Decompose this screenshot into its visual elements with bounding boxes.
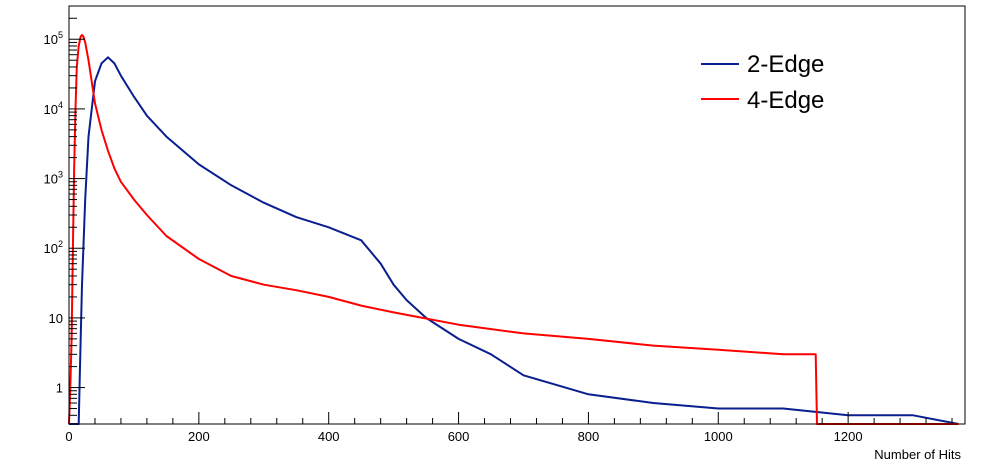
x-tick-label: 600 xyxy=(448,429,470,444)
y-tick-label: 105 xyxy=(44,30,63,47)
x-tick-label: 1000 xyxy=(704,429,733,444)
y-tick-label: 104 xyxy=(44,100,63,117)
series-line-4-edge xyxy=(68,34,959,425)
legend: 2-Edge 4-Edge xyxy=(701,51,824,114)
series-line-2-edge xyxy=(69,56,959,425)
y-tick-label: 10 xyxy=(49,311,63,326)
legend-label-2-edge: 2-Edge xyxy=(747,51,824,78)
series-group xyxy=(68,34,959,425)
x-tick-label: 800 xyxy=(578,429,600,444)
x-tick-label: 0 xyxy=(65,429,72,444)
x-tick-label: 1200 xyxy=(834,429,863,444)
legend-label-4-edge: 4-Edge xyxy=(747,87,824,114)
x-axis-title: Number of Hits xyxy=(874,447,961,462)
x-tick-label: 400 xyxy=(318,429,340,444)
x-tick-label: 200 xyxy=(188,429,210,444)
y-axis: 1 10 102 103 104 105 xyxy=(44,5,85,425)
y-tick-label: 102 xyxy=(44,239,63,256)
y-tick-label: 1 xyxy=(56,381,63,396)
y-tick-label: 103 xyxy=(44,170,63,187)
plot-frame xyxy=(68,5,966,425)
x-axis: 0 200 400 600 800 1000 1200 xyxy=(65,412,953,444)
